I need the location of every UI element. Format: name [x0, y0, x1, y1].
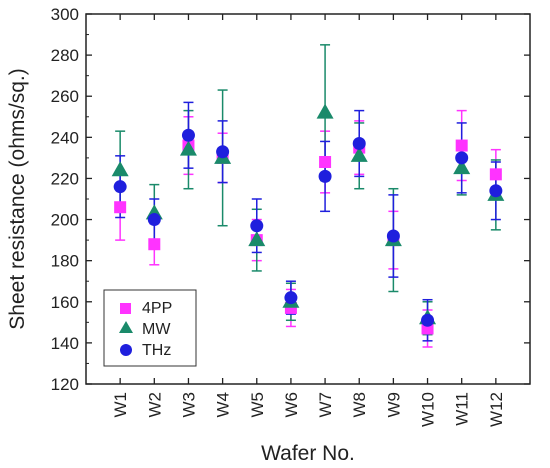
point-4pp [319, 156, 332, 168]
legend: 4PP MW THz [103, 289, 197, 367]
point-mw [316, 103, 334, 119]
legend-item-4pp: 4PP [120, 300, 172, 317]
y-tick-label: 140 [51, 334, 79, 353]
point-thz [147, 213, 161, 227]
x-tick-label: W6 [282, 392, 301, 418]
point-4pp [455, 139, 468, 152]
y-axis-label: Sheet resistance (ohms/sq.) [6, 68, 29, 329]
y-axis: 120 140 160 180 200 220 240 260 280 300 [51, 5, 530, 394]
point-thz [421, 313, 435, 327]
y-tick-label: 260 [51, 87, 79, 106]
y-tick-label: 220 [51, 169, 79, 188]
x-tick-label: W8 [350, 392, 369, 418]
x-tick-label: W5 [248, 392, 267, 418]
point-4pp [148, 238, 161, 251]
point-thz [455, 151, 469, 165]
data-marks [111, 44, 505, 348]
x-tick-label: W4 [214, 392, 233, 418]
point-thz [352, 137, 366, 150]
point-thz [284, 291, 298, 305]
legend-marker-mw [119, 321, 133, 333]
x-tick-label: W9 [384, 392, 403, 418]
x-axis-label: Wafer No. [261, 442, 355, 465]
point-thz [216, 145, 230, 159]
point-thz [386, 229, 400, 243]
x-axis: W1 W2 W3 W4 W5 W6 W7 W8 W9 W10 W11 W12 [111, 14, 506, 427]
point-thz [113, 180, 127, 194]
legend-item-mw: MW [119, 321, 171, 338]
point-4pp [114, 201, 127, 214]
point-thz [181, 128, 195, 142]
y-tick-label: 160 [51, 293, 79, 312]
point-mw [453, 159, 471, 175]
legend-box [103, 289, 197, 367]
x-tick-label: W12 [487, 392, 506, 427]
legend-marker-4pp [120, 303, 131, 314]
y-tick-label: 200 [51, 211, 79, 230]
point-thz [489, 184, 503, 198]
legend-item-thz: THz [120, 342, 171, 359]
y-tick-label: 240 [51, 128, 79, 147]
point-mw [350, 146, 368, 162]
legend-label-mw: MW [142, 321, 171, 338]
y-tick-label: 300 [51, 5, 79, 24]
x-tick-label: W10 [419, 392, 438, 427]
x-tick-label: W11 [453, 392, 472, 426]
point-thz [318, 169, 332, 183]
legend-label-thz: THz [142, 342, 171, 359]
point-mw [248, 231, 266, 247]
y-tick-label: 180 [51, 252, 79, 271]
legend-label-4pp: 4PP [142, 300, 172, 317]
point-4pp [489, 168, 502, 181]
x-tick-label: W3 [179, 392, 198, 418]
x-tick-label: W1 [111, 392, 130, 418]
y-tick-label: 280 [51, 46, 79, 65]
legend-marker-thz [120, 344, 132, 356]
point-mw [111, 161, 129, 177]
x-tick-label: W7 [316, 392, 335, 418]
point-thz [250, 219, 264, 233]
point-mw [179, 140, 197, 156]
x-tick-label: W2 [145, 392, 164, 418]
y-tick-label: 120 [51, 375, 79, 394]
